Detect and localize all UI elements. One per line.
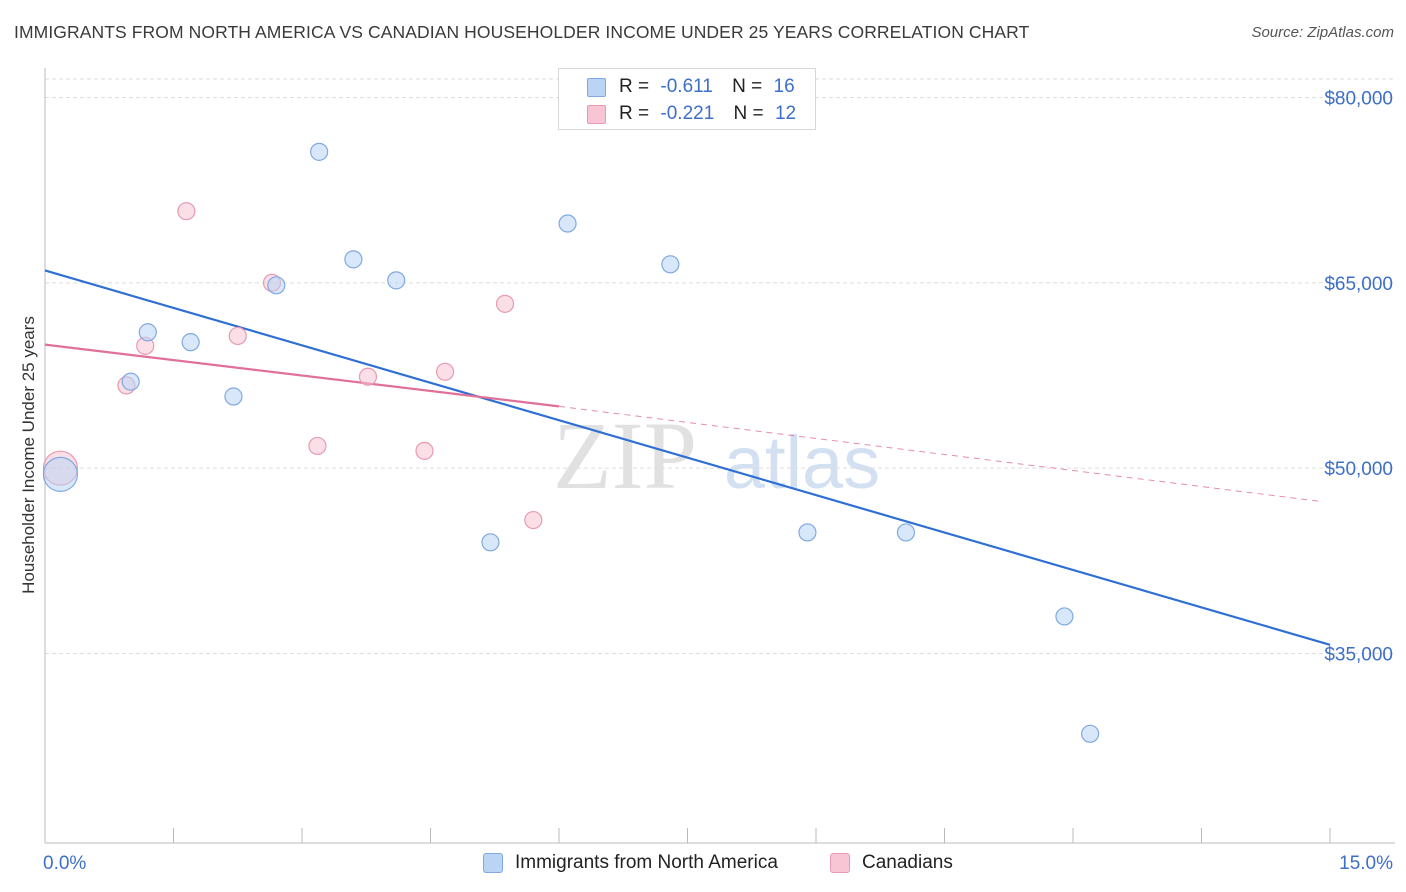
point-canadians <box>228 326 247 346</box>
source-label: Source: ZipAtlas.com <box>1251 24 1394 41</box>
point-canadians <box>177 202 196 221</box>
point-canadians <box>495 294 515 313</box>
point-immigrants <box>224 387 243 406</box>
watermark: ZIP atlas <box>553 402 880 509</box>
point-immigrants <box>661 255 680 274</box>
y-tick-label: $50,000 <box>1324 459 1393 480</box>
r-label: R = <box>619 103 650 124</box>
point-canadians <box>415 441 434 460</box>
stats-legend: R = -0.611 N = 16 R = -0.221 N = 12 <box>558 68 816 130</box>
legend-label-immigrants: Immigrants from North America <box>515 852 778 873</box>
trend-line-canadians-extension <box>558 405 1322 503</box>
point-immigrants <box>481 533 500 552</box>
point-immigrants <box>138 323 157 342</box>
axes <box>44 68 1395 844</box>
point-canadians <box>358 367 378 386</box>
point-immigrants <box>1055 607 1074 626</box>
r-label: R = <box>619 76 650 97</box>
x-tick-label-min: 0.0% <box>43 853 86 874</box>
canadians-legend-swatch <box>830 853 850 873</box>
point-immigrants <box>387 271 406 290</box>
n-label: N = <box>733 103 764 124</box>
watermark-zip: ZIP <box>553 402 697 509</box>
n-label: N = <box>732 76 763 97</box>
point-immigrants <box>1081 724 1100 743</box>
r-value-immigrants: -0.611 <box>660 76 713 97</box>
point-canadians <box>308 436 327 456</box>
n-value-canadians: 12 <box>774 103 797 124</box>
axis-labels: $35,000 $50,000 $65,000 $80,000 0.0% 15.0% <box>43 89 1393 875</box>
point-immigrants <box>42 456 79 492</box>
y-tick-label: $35,000 <box>1324 645 1393 666</box>
point-immigrants <box>558 214 577 233</box>
n-value-immigrants: 16 <box>773 76 795 97</box>
chart-title: IMMIGRANTS FROM NORTH AMERICA VS CANADIA… <box>14 22 1030 42</box>
point-canadians <box>524 510 543 530</box>
legend-label-canadians: Canadians <box>862 852 953 873</box>
point-immigrants <box>310 142 329 161</box>
data-points <box>42 142 1100 743</box>
immigrants-swatch <box>587 78 606 97</box>
y-axis-title: Householder Income Under 25 years <box>19 316 38 594</box>
point-immigrants <box>896 523 916 542</box>
r-value-canadians: -0.221 <box>660 103 715 124</box>
point-immigrants <box>344 250 363 269</box>
point-immigrants <box>181 333 200 352</box>
x-tick-label-max: 15.0% <box>1339 853 1393 874</box>
immigrants-legend-swatch <box>483 853 503 873</box>
trend-line-immigrants <box>44 269 1331 646</box>
point-immigrants <box>798 523 817 542</box>
trend-lines <box>44 269 1331 646</box>
point-canadians <box>435 362 455 381</box>
point-immigrants <box>267 276 286 295</box>
y-tick-label: $80,000 <box>1324 89 1393 110</box>
trend-line-canadians <box>44 343 560 408</box>
gridlines <box>45 78 1395 654</box>
y-tick-label: $65,000 <box>1324 274 1393 295</box>
point-immigrants <box>121 372 140 391</box>
canadians-swatch <box>587 105 606 124</box>
